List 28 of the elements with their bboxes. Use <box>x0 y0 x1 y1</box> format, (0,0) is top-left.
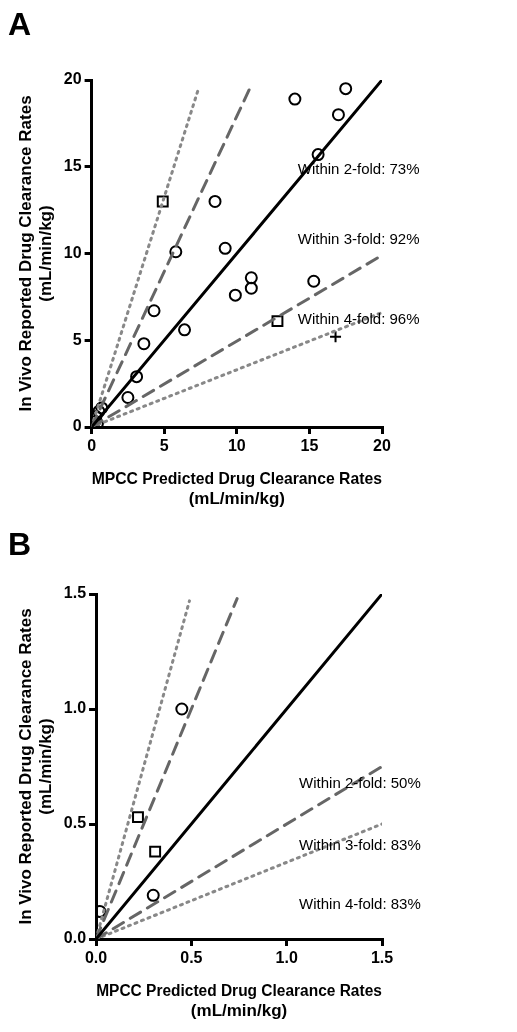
annotation: Within 2-fold: 50% <box>299 773 421 791</box>
x-axis-title: MPCC Predicted Drug Clearance Rates (mL/min/kg) <box>96 980 382 1021</box>
y-tick-label: 15 <box>63 157 82 175</box>
y-tick-label: 0.0 <box>63 929 87 947</box>
y-tick-label: 1.0 <box>63 699 87 717</box>
x-axis-title: MPCC Predicted Drug Clearance Rates (mL/min/kg) <box>91 468 382 509</box>
y-tick-label: 0.5 <box>63 814 87 832</box>
x-tick-label: 15 <box>300 437 319 455</box>
y-tick-label: 20 <box>63 70 82 88</box>
x-tick-label: 1.0 <box>275 949 298 967</box>
x-tick-label: 0.0 <box>84 949 108 967</box>
y-tick-label: 5 <box>72 330 82 348</box>
chart-title: A <box>8 6 32 43</box>
y-axis-title: In Vivo Reported Drug Clearance Rates (mL/min/kg) <box>15 608 56 925</box>
annotation: Within 4-fold: 83% <box>299 894 421 912</box>
y-tick-label: 10 <box>63 243 82 261</box>
annotation: Within 4-fold: 96% <box>297 309 420 327</box>
annotation: Within 3-fold: 92% <box>297 229 420 247</box>
x-tick-label: 1.5 <box>370 949 394 967</box>
x-tick-label: 0.5 <box>180 949 203 967</box>
x-tick-label: 10 <box>227 437 246 455</box>
x-tick-label: 5 <box>159 437 169 455</box>
y-tick-label: 0 <box>72 417 82 435</box>
y-axis-title: In Vivo Reported Drug Clearance Rates (mL/min/kg) <box>15 95 56 412</box>
x-tick-label: 20 <box>373 437 391 455</box>
annotation: Within 3-fold: 83% <box>299 835 421 853</box>
y-tick-label: 1.5 <box>63 584 87 602</box>
chart-title: B <box>8 526 32 563</box>
